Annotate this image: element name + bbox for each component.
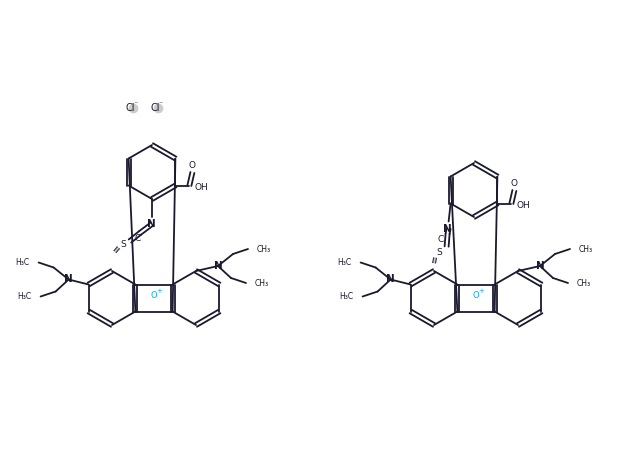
Text: H₃C: H₃C [15,258,29,267]
Text: S: S [120,240,126,249]
Text: N: N [214,261,222,271]
Text: N: N [536,261,545,271]
Text: CH₃: CH₃ [577,279,591,288]
Text: CH₃: CH₃ [579,244,593,253]
Text: O: O [150,290,157,299]
Text: ⁻: ⁻ [159,100,163,109]
Text: CH₃: CH₃ [255,279,269,288]
Text: N: N [387,274,395,284]
Text: H₃C: H₃C [337,258,351,267]
Text: C: C [438,235,444,244]
Text: +: + [478,288,484,294]
Text: N: N [147,219,156,229]
Text: Cl: Cl [125,103,135,113]
Text: ⁻: ⁻ [134,100,138,109]
Text: CH₃: CH₃ [257,244,271,253]
Text: Cl: Cl [150,103,160,113]
Text: N: N [444,224,452,234]
Text: ≡: ≡ [111,243,124,255]
Text: OH: OH [195,183,208,192]
Text: O: O [189,161,196,170]
Text: C: C [135,234,141,243]
Text: S: S [436,248,442,257]
Text: O: O [473,290,479,299]
Text: ≡: ≡ [429,254,440,263]
Text: O: O [511,179,518,188]
Text: H₃C: H₃C [17,292,31,301]
Text: OH: OH [516,201,531,210]
Text: +: + [156,288,162,294]
Text: H₃C: H₃C [339,292,354,301]
Text: N: N [64,274,73,284]
